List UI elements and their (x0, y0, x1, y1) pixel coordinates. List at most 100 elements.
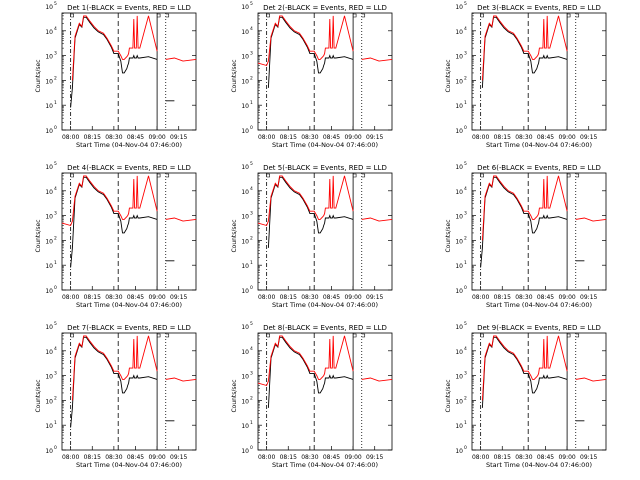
x-axis-label: Start Time (04-Nov-04 07:46:00) (272, 301, 378, 309)
y-tick-exponent: 1 (54, 420, 57, 426)
y-tick-exponent: 1 (250, 260, 253, 266)
y-tick-label: 10 (241, 214, 249, 221)
y-tick-label: 10 (455, 263, 463, 270)
flag-marker (70, 13, 74, 18)
y-tick-label: 10 (455, 214, 463, 221)
y-tick-exponent: 2 (464, 235, 467, 241)
y-tick-label: 10 (241, 189, 249, 196)
flag-marker (157, 333, 161, 338)
series-lld-line (481, 175, 607, 241)
y-tick-label: 10 (241, 423, 249, 430)
y-tick-label: 10 (45, 448, 53, 455)
flag-marker (165, 173, 170, 178)
y-tick-label: 10 (45, 423, 53, 430)
y-tick-label: 10 (455, 189, 463, 196)
plot-frame (257, 172, 393, 291)
y-axis-label: Counts/sec (35, 379, 42, 412)
y-tick-label: 10 (45, 324, 53, 331)
series-events-line (267, 336, 354, 408)
y-tick-exponent: 3 (54, 371, 57, 377)
x-tick-label: 09:00 (558, 134, 575, 141)
x-tick-label: 08:30 (105, 134, 122, 141)
x-tick-label: 08:30 (515, 134, 532, 141)
y-tick-exponent: 4 (464, 26, 467, 32)
y-tick-exponent: 3 (464, 211, 467, 217)
x-tick-label: 08:00 (472, 454, 489, 461)
y-tick-label: 10 (455, 423, 463, 430)
x-tick-label: 08:30 (515, 294, 532, 301)
y-tick-exponent: 1 (250, 100, 253, 106)
y-tick-label: 10 (455, 349, 463, 356)
y-tick-label: 10 (241, 324, 249, 331)
series-events-line (70, 16, 175, 108)
x-tick-label: 08:30 (301, 134, 318, 141)
y-tick-label: 10 (45, 214, 53, 221)
y-tick-exponent: 5 (54, 1, 57, 7)
flag-marker (480, 173, 484, 178)
y-tick-label: 10 (45, 349, 53, 356)
plot-frame (61, 172, 197, 291)
x-tick-label: 09:00 (148, 134, 165, 141)
flag-marker (165, 13, 170, 18)
x-axis-label: Start Time (04-Nov-04 07:46:00) (486, 301, 592, 309)
y-tick-exponent: 5 (464, 1, 467, 7)
y-tick-label: 10 (455, 128, 463, 135)
y-tick-label: 10 (241, 54, 249, 61)
y-tick-exponent: 4 (464, 186, 467, 192)
x-tick-label: 08:00 (258, 134, 275, 141)
y-tick-label: 10 (455, 374, 463, 381)
y-tick-label: 10 (241, 29, 249, 36)
y-tick-exponent: 0 (464, 125, 467, 131)
y-tick-label: 10 (241, 4, 249, 11)
x-axis-label: Start Time (04-Nov-04 07:46:00) (76, 301, 182, 309)
x-tick-label: 08:00 (62, 134, 79, 141)
series-lld-line (481, 335, 607, 401)
x-axis-label: Start Time (04-Nov-04 07:46:00) (272, 461, 378, 469)
y-tick-label: 10 (455, 29, 463, 36)
y-axis-label: Counts/sec (35, 219, 42, 252)
series-events-line (70, 336, 175, 428)
x-tick-label: 08:45 (323, 134, 340, 141)
x-tick-label: 08:00 (62, 454, 79, 461)
y-tick-label: 10 (455, 54, 463, 61)
x-tick-label: 08:00 (472, 294, 489, 301)
x-tick-label: 09:15 (366, 454, 383, 461)
y-tick-label: 10 (241, 263, 249, 270)
x-tick-label: 08:45 (323, 454, 340, 461)
y-tick-exponent: 0 (250, 445, 253, 451)
series-events-line (481, 336, 585, 422)
y-tick-exponent: 1 (464, 100, 467, 106)
panel-title: Det 2(-BLACK = Events, RED = LLD (263, 4, 387, 12)
y-tick-exponent: 4 (250, 346, 253, 352)
y-axis-label: Counts/sec (231, 59, 238, 92)
series-lld-line (71, 335, 197, 401)
x-tick-label: 09:00 (148, 294, 165, 301)
y-tick-exponent: 3 (464, 51, 467, 57)
panel-title: Det 8(-BLACK = Events, RED = LLD (263, 324, 387, 332)
flag-marker (480, 333, 484, 338)
y-tick-exponent: 3 (54, 211, 57, 217)
y-tick-label: 10 (455, 398, 463, 405)
y-tick-label: 10 (455, 324, 463, 331)
y-tick-exponent: 2 (250, 395, 253, 401)
x-tick-label: 08:45 (537, 454, 554, 461)
panel-title: Det 5(-BLACK = Events, RED = LLD (263, 164, 387, 172)
x-tick-label: 08:15 (494, 454, 511, 461)
x-tick-label: 08:00 (62, 294, 79, 301)
plot-frame (471, 12, 607, 131)
y-tick-exponent: 5 (464, 161, 467, 167)
y-tick-exponent: 0 (54, 285, 57, 291)
x-tick-label: 08:30 (301, 454, 318, 461)
x-tick-label: 08:45 (323, 294, 340, 301)
x-tick-label: 08:30 (301, 294, 318, 301)
flag-marker (353, 333, 357, 338)
y-axis-label: Counts/sec (445, 379, 452, 412)
flag-marker (157, 13, 161, 18)
y-tick-label: 10 (241, 398, 249, 405)
